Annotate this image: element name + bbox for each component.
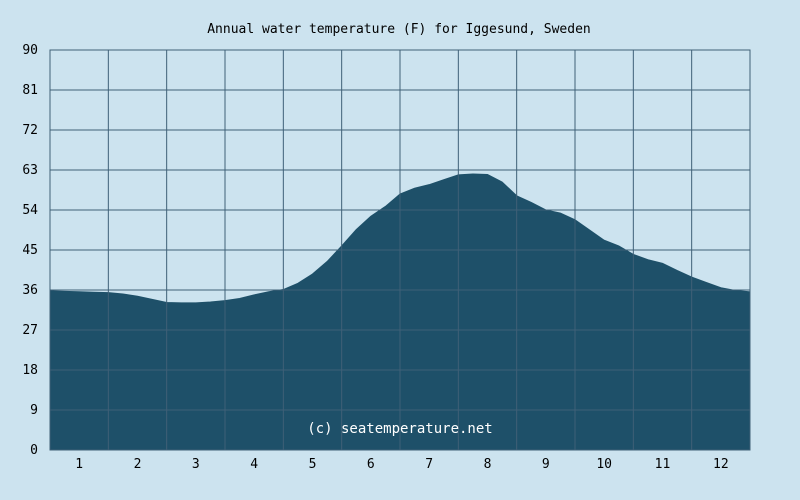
y-tick-label: 0 (30, 443, 38, 458)
x-tick-label: 12 (713, 457, 729, 472)
x-tick-label: 7 (425, 457, 433, 472)
y-tick-label: 36 (22, 283, 38, 298)
y-axis-ticks: 0 9 18 27 36 45 54 63 72 81 90 (22, 43, 38, 458)
y-tick-label: 27 (22, 323, 38, 338)
y-tick-label: 81 (22, 83, 38, 98)
y-tick-label: 54 (22, 203, 38, 218)
y-tick-label: 72 (22, 123, 38, 138)
y-tick-label: 63 (22, 163, 38, 178)
grid-lines (50, 49, 750, 451)
y-tick-label: 45 (22, 243, 38, 258)
watermark-text: (c) seatemperature.net (307, 421, 492, 437)
x-tick-label: 2 (134, 457, 142, 472)
plot-frame (49, 49, 751, 451)
x-tick-label: 8 (484, 457, 492, 472)
y-tick-label: 9 (30, 403, 38, 418)
y-tick-label: 90 (22, 43, 38, 58)
x-tick-label: 1 (75, 457, 83, 472)
x-tick-label: 5 (309, 457, 317, 472)
x-tick-label: 11 (655, 457, 671, 472)
x-tick-label: 9 (542, 457, 550, 472)
x-axis-ticks: 1 2 3 4 5 6 7 8 9 10 11 12 (75, 457, 728, 472)
x-tick-label: 6 (367, 457, 375, 472)
x-tick-label: 3 (192, 457, 200, 472)
y-tick-label: 18 (22, 363, 38, 378)
x-tick-label: 4 (250, 457, 258, 472)
chart-title: Annual water temperature (F) for Iggesun… (207, 22, 591, 37)
x-tick-label: 10 (596, 457, 612, 472)
